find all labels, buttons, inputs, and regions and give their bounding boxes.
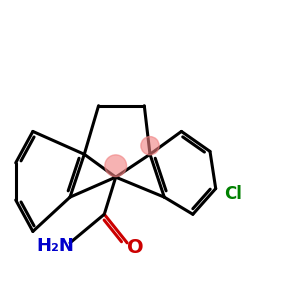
Text: Cl: Cl bbox=[224, 185, 242, 203]
Text: O: O bbox=[128, 238, 144, 256]
Circle shape bbox=[105, 155, 127, 177]
Circle shape bbox=[141, 136, 159, 155]
Text: H₂N: H₂N bbox=[37, 237, 75, 255]
